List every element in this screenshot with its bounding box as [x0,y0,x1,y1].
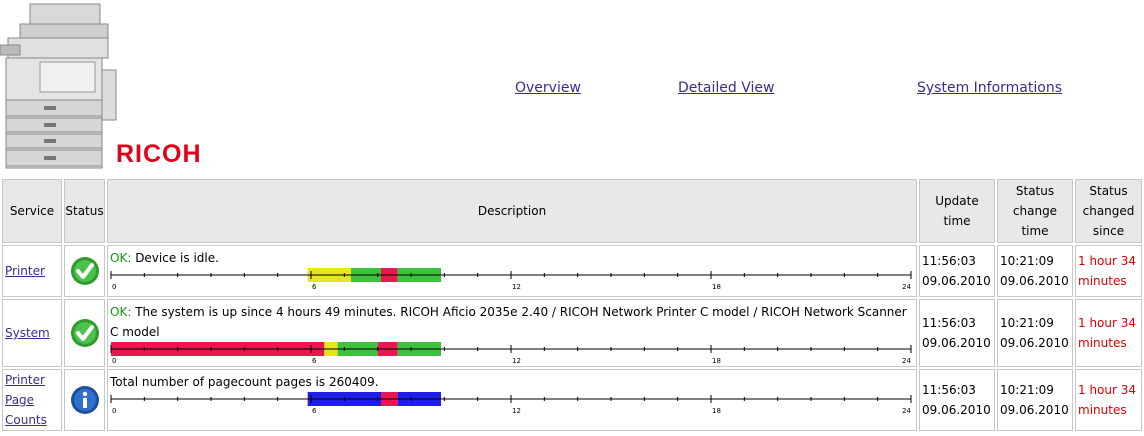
changed-since-unit: minutes [1078,274,1127,288]
service-link-system[interactable]: System [5,326,50,340]
timeline-tick-label: 18 [712,357,721,364]
table-row: Printer Page Counts Total number of page… [2,369,1142,431]
update-time: 11:56:03 [922,383,976,397]
update-time: 11:56:03 [922,254,976,268]
ok-check-icon [70,319,99,347]
service-link-printer[interactable]: Printer [5,264,45,278]
table-header-row: Service Status Description Update time S… [2,179,1142,243]
update-time: 11:56:03 [922,316,976,330]
timeline-tick-label: 6 [312,357,317,364]
brand-logo: RICOH [116,140,202,168]
timeline-tick-label: 24 [902,407,911,414]
description-text: Device is idle. [135,251,219,265]
changed-since: 1 hour 34 [1078,254,1137,268]
change-date: 09.06.2010 [1000,274,1069,288]
info-icon [70,386,99,414]
changed-since: 1 hour 34 [1078,383,1137,397]
timeline-tick-label: 18 [712,407,721,414]
change-time: 10:21:09 [1000,254,1054,268]
timeline-tick-label: 12 [512,357,521,364]
col-header-description: Description [107,179,917,243]
timeline-tick-label: 6 [312,283,317,290]
update-date: 09.06.2010 [922,336,991,350]
nav-overview-link[interactable]: Overview [515,80,581,96]
timeline-tick-label: 0 [112,357,116,364]
update-date: 09.06.2010 [922,274,991,288]
availability-timeline: 0 6 12 18 24 [110,342,912,364]
availability-timeline: 0 6 12 18 24 [110,392,912,414]
ok-prefix: OK: [110,251,132,265]
nav-system-informations-link[interactable]: System Informations [917,80,1062,96]
changed-since-unit: minutes [1078,336,1127,350]
timeline-tick-label: 12 [512,407,521,414]
timeline-tick-label: 0 [112,283,116,290]
timeline-tick-label: 18 [712,283,721,290]
col-header-status-change-time: Status change time [997,179,1073,243]
nav-detailed-view-link[interactable]: Detailed View [678,80,775,96]
table-row: System OK: The system is up since 4 hour… [2,299,1142,367]
col-header-status: Status [64,179,105,243]
services-table: Service Status Description Update time S… [0,177,1144,433]
timeline-tick-label: 0 [112,407,116,414]
changed-since-unit: minutes [1078,403,1127,417]
ok-prefix: OK: [110,305,132,319]
availability-timeline: 0 6 12 18 24 [110,268,912,290]
printer-image [0,0,118,172]
timeline-tick-label: 24 [902,283,911,290]
description-text: The system is up since 4 hours 49 minute… [110,305,907,339]
changed-since: 1 hour 34 [1078,316,1137,330]
service-description: OK: The system is up since 4 hours 49 mi… [110,302,914,342]
service-link-printer-page-counts[interactable]: Printer Page Counts [5,373,47,427]
ok-check-icon [70,257,99,285]
service-description: OK: Device is idle. [110,248,914,268]
change-date: 09.06.2010 [1000,403,1069,417]
timeline-tick-label: 6 [312,407,317,414]
col-header-update-time: Update time [919,179,995,243]
change-time: 10:21:09 [1000,316,1054,330]
col-header-service: Service [2,179,62,243]
description-text: Total number of pagecount pages is 26040… [110,375,379,389]
change-time: 10:21:09 [1000,383,1054,397]
table-row: Printer OK: Device is idle. 0 6 12 18 24 11:… [2,245,1142,297]
change-date: 09.06.2010 [1000,336,1069,350]
service-description: Total number of pagecount pages is 26040… [110,372,914,392]
update-date: 09.06.2010 [922,403,991,417]
col-header-status-changed-since: Status changed since [1075,179,1142,243]
timeline-tick-label: 12 [512,283,521,290]
timeline-tick-label: 24 [902,357,911,364]
